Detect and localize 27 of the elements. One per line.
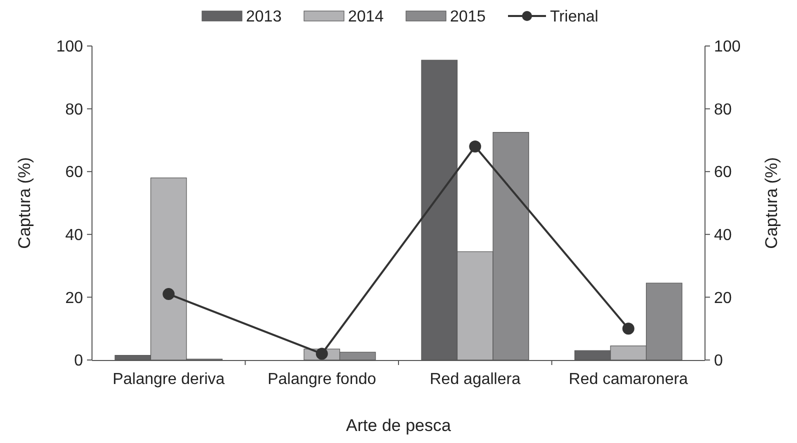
- x-tick-label: Red agallera: [430, 371, 521, 388]
- y-tick-label: 60: [65, 164, 84, 182]
- y-tick-label: 20: [65, 290, 84, 307]
- point: [622, 322, 634, 335]
- point: [316, 348, 328, 360]
- y-tick-label: 0: [74, 352, 84, 370]
- y-axis-title: Captura (%): [15, 157, 34, 249]
- y2-tick-label: 80: [714, 101, 732, 118]
- x-tick-label: Palangre fondo: [268, 371, 376, 388]
- x-tick-label: Red camaronera: [568, 371, 688, 388]
- point: [162, 288, 175, 300]
- y2-tick-label: 20: [714, 290, 732, 307]
- y-tick-label: 100: [56, 38, 84, 56]
- legend-label: 2014: [348, 8, 384, 26]
- point: [469, 140, 482, 152]
- y2-tick-label: 40: [714, 227, 732, 244]
- legend-label: 2013: [246, 8, 282, 26]
- y2-axis-title: Captura (%): [762, 157, 781, 249]
- y-tick-label: 40: [65, 227, 84, 244]
- y2-tick-label: 100: [714, 38, 741, 56]
- y2-tick-label: 60: [714, 164, 732, 182]
- x-axis-title: Arte de pesca: [346, 416, 452, 435]
- x-tick-label: Palangre deriva: [112, 371, 225, 388]
- y2-tick-label: 0: [714, 352, 723, 370]
- y-tick-label: 80: [65, 101, 84, 118]
- legend-label: Trienal: [550, 8, 598, 26]
- legend-label: 2015: [450, 8, 486, 26]
